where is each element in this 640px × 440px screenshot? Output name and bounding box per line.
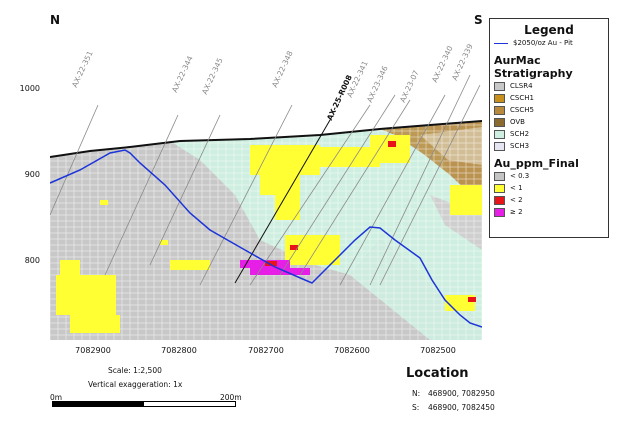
y-tick-800: 800 <box>24 256 40 265</box>
legend-strat-swatch <box>494 81 505 91</box>
legend-pit-label: $2050/oz Au - Pit <box>513 39 573 47</box>
legend-strat-row: SCH2 <box>494 128 608 140</box>
y-tick-900: 900 <box>24 170 40 179</box>
pit-shell-line <box>50 149 482 328</box>
legend-strat-swatch <box>494 117 505 127</box>
legend-strat-label: CLSR4 <box>510 82 533 90</box>
location-n-value: 468900, 7082950 <box>428 389 495 398</box>
x-tick-7082500: 7082500 <box>420 346 456 355</box>
legend-au-row: < 0.3 <box>494 170 608 182</box>
topography-line <box>50 120 482 158</box>
legend-strat-label: OVB <box>510 118 525 126</box>
legend-au-row: ≥ 2 <box>494 206 608 218</box>
legend-strat-row: CLSR4 <box>494 80 608 92</box>
drillhole-ax-25-r008 <box>234 119 331 284</box>
legend-title: Legend <box>524 23 574 37</box>
high-grade-blocks <box>240 141 476 302</box>
location-s-value: 468900, 7082450 <box>428 403 495 412</box>
x-tick-7082800: 7082800 <box>161 346 197 355</box>
legend-au-row: < 1 <box>494 182 608 194</box>
legend-au-title: Au_ppm_Final <box>494 157 579 170</box>
x-tick-7082600: 7082600 <box>334 346 370 355</box>
legend-strat-swatch <box>494 129 505 139</box>
legend-au-label: < 0.3 <box>510 172 530 180</box>
vertical-exaggeration: Vertical exaggeration: 1x <box>88 380 183 389</box>
legend-panel: Legend $2050/oz Au - Pit AurMac Stratigr… <box>489 18 609 238</box>
legend-pit-row: $2050/oz Au - Pit <box>494 37 608 49</box>
pit-line-swatch <box>494 42 508 44</box>
legend-au-row: < 2 <box>494 194 608 206</box>
legend-au-swatch <box>494 171 505 181</box>
legend-strat-label: CSCH5 <box>510 106 534 114</box>
scale-bar <box>52 401 236 407</box>
y-tick-1000: 1000 <box>19 84 40 93</box>
legend-au-swatch <box>494 195 505 205</box>
legend-strat-row: OVB <box>494 116 608 128</box>
legend-au-swatch <box>494 207 505 217</box>
south-label: S <box>474 13 483 27</box>
legend-au-label: < 2 <box>510 196 523 204</box>
legend-strat-label: CSCH1 <box>510 94 534 102</box>
scale-start: 0m <box>50 393 63 402</box>
section-svg <box>50 35 482 340</box>
x-tick-7082900: 7082900 <box>75 346 111 355</box>
legend-au-label: ≥ 2 <box>510 208 523 216</box>
legend-strat-swatch <box>494 105 505 115</box>
location-n-label: N: <box>412 389 421 398</box>
legend-au-swatch <box>494 183 505 193</box>
x-tick-7082700: 7082700 <box>248 346 284 355</box>
legend-strat-row: CSCH1 <box>494 92 608 104</box>
scale-end: 200m <box>220 393 242 402</box>
cross-section-map[interactable] <box>50 35 482 340</box>
legend-strat-swatch <box>494 93 505 103</box>
legend-strat-swatch <box>494 141 505 151</box>
north-label: N <box>50 13 61 27</box>
legend-strat-label: SCH3 <box>510 142 530 150</box>
legend-strat-row: SCH3 <box>494 140 608 152</box>
legend-au-label: < 1 <box>510 184 523 192</box>
location-s-label: S: <box>412 403 420 412</box>
drillhole-traces <box>50 74 481 286</box>
au-under-1-blocks <box>56 135 482 333</box>
scale-label: Scale: 1:2,500 <box>108 366 162 375</box>
legend-strat-label: SCH2 <box>510 130 530 138</box>
legend-strat-title: AurMac Stratigraphy <box>494 54 573 80</box>
location-title: Location <box>406 366 469 381</box>
legend-strat-row: CSCH5 <box>494 104 608 116</box>
